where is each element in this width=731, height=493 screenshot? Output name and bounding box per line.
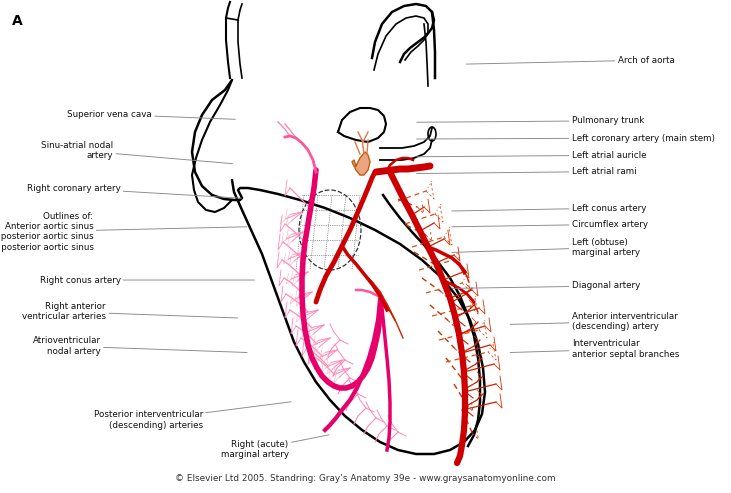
Text: Left conus artery: Left conus artery [452,204,646,212]
Text: Diagonal artery: Diagonal artery [452,282,640,290]
Text: Sinu-atrial nodal
artery: Sinu-atrial nodal artery [41,141,232,164]
Text: Right anterior
ventricular arteries: Right anterior ventricular arteries [22,302,238,321]
Text: Right (acute)
marginal artery: Right (acute) marginal artery [221,435,329,459]
Text: Atrioventricular
nodal artery: Atrioventricular nodal artery [33,336,247,356]
Text: Left atrial auricle: Left atrial auricle [417,151,646,160]
Text: Interventricular
anterior septal branches: Interventricular anterior septal branche… [510,339,679,359]
Polygon shape [352,152,370,175]
Text: Right coronary artery: Right coronary artery [27,184,241,198]
Text: Posterior interventricular
(descending) arteries: Posterior interventricular (descending) … [94,402,291,430]
Text: Left atrial rami: Left atrial rami [417,167,636,176]
Text: A: A [12,14,23,28]
Text: Outlines of:
Anterior aortic sinus
Right posterior aortic sinus
Left posterior a: Outlines of: Anterior aortic sinus Right… [0,211,247,252]
Text: Arch of aorta: Arch of aorta [466,56,675,65]
Text: Pulmonary trunk: Pulmonary trunk [417,116,644,125]
Text: Anterior interventricular
(descending) artery: Anterior interventricular (descending) a… [510,312,678,331]
Text: © Elsevier Ltd 2005. Standring: Gray’s Anatomy 39e - www.graysanatomyonline.com: © Elsevier Ltd 2005. Standring: Gray’s A… [175,474,556,483]
Text: Circumflex artery: Circumflex artery [452,220,648,229]
Text: Right conus artery: Right conus artery [39,276,254,284]
Text: Left (obtuse)
marginal artery: Left (obtuse) marginal artery [452,238,640,257]
Text: Superior vena cava: Superior vena cava [67,110,235,119]
Text: Left coronary artery (main stem): Left coronary artery (main stem) [417,134,715,142]
